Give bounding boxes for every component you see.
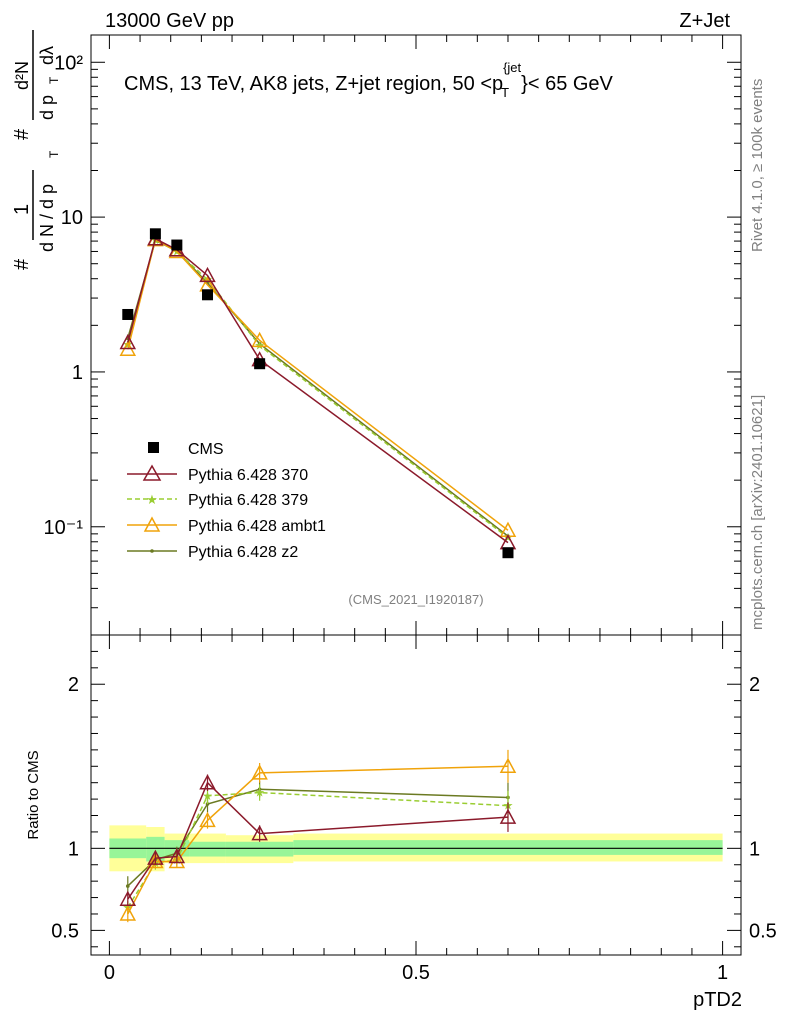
main-point-cms xyxy=(254,358,266,370)
ratio-point-p379: ★ xyxy=(254,786,265,800)
ylabel-dp: d p xyxy=(37,95,57,120)
main-y-tick-label: 10² xyxy=(54,52,83,74)
main-point-p379: ★ xyxy=(503,531,514,545)
header-process: Z+Jet xyxy=(679,10,730,32)
ratio-series: ★★ ★★ ★★ xyxy=(119,749,517,923)
ylabel-one: 1 xyxy=(11,204,33,215)
x-axis-label: pTD2 xyxy=(693,989,742,1011)
ratio-y-tick-label: 0.5 xyxy=(51,920,79,942)
main-point-p379: ★ xyxy=(122,338,133,352)
ratio-axes: 0.5 0.5 1 1 2 2 0 0.5 1 xyxy=(51,635,777,984)
rivet-version: Rivet 4.1.0, ≥ 100k events xyxy=(749,79,766,252)
main-series-cms xyxy=(122,228,514,559)
legend-ambt1-marker xyxy=(143,516,161,532)
ylabel-hash2: # xyxy=(11,128,33,140)
main-point-cms xyxy=(171,239,183,251)
legend-z2-marker xyxy=(150,549,154,553)
plot-title: CMS, 13 TeV, AK8 jets, Z+jet region, 50 … xyxy=(124,60,614,100)
legend-item-ambt1: Pythia 6.428 ambt1 xyxy=(127,516,326,535)
main-axes: 10⁻¹ 1 10 10² xyxy=(44,35,741,636)
plot-title-sup: {jet xyxy=(503,60,521,75)
ratio-point-ambt1 xyxy=(199,811,216,828)
ratio-point-ambt1 xyxy=(168,852,186,869)
ratio-series-p370 xyxy=(119,774,517,906)
main-point-cms xyxy=(149,228,161,240)
plot-title-sub: T xyxy=(501,85,509,100)
ratio-point-z2 xyxy=(125,884,130,888)
main-point-cms xyxy=(202,289,214,301)
ratio-y-tick-label-right: 1 xyxy=(749,838,760,860)
ratio-point-p370 xyxy=(199,774,216,790)
header-energy: 13000 GeV pp xyxy=(105,10,234,32)
main-point-p370 xyxy=(199,266,216,283)
legend-cms-label: CMS xyxy=(188,441,224,458)
x-tick-label: 1 xyxy=(717,962,728,984)
legend-cms-marker xyxy=(148,442,159,453)
ylabel-dlambda: dλ xyxy=(37,46,57,65)
main-point-p370 xyxy=(119,333,137,350)
main-y-tick-label: 10 xyxy=(61,207,83,229)
plot-title-tail: }< 65 GeV xyxy=(521,73,613,95)
legend-item-379: ★ Pythia 6.428 379 xyxy=(127,492,308,509)
ratio-line-ambt1 xyxy=(127,765,509,915)
main-point-p379: ★ xyxy=(254,339,265,353)
main-point-ambt1 xyxy=(251,331,268,348)
ratio-point-p370 xyxy=(119,890,137,906)
ylabel-denominator-sub: T xyxy=(47,150,61,158)
ratio-y-tick-label-right: 0.5 xyxy=(749,920,777,942)
main-series: ★★★★★★ xyxy=(119,228,517,559)
band-inner-segment xyxy=(225,841,294,857)
main-point-p379: ★ xyxy=(202,273,213,287)
legend-370-marker xyxy=(142,464,162,481)
main-series-ambt1 xyxy=(119,231,517,537)
main-line-z2 xyxy=(127,239,509,537)
legend-370-label: Pythia 6.428 370 xyxy=(188,467,308,484)
main-line-p370 xyxy=(127,237,509,544)
ratio-uncertainty-band xyxy=(109,825,723,872)
plot-title-main: CMS, 13 TeV, AK8 jets, Z+jet region, 50 … xyxy=(124,73,503,95)
ratio-point-p370 xyxy=(147,849,164,865)
band-inner-segment xyxy=(146,836,165,862)
ratio-point-p379: ★ xyxy=(202,789,213,803)
ratio-line-p370 xyxy=(127,781,509,900)
main-y-tick-label: 1 xyxy=(72,362,83,384)
ylabel-numerator: d²N xyxy=(12,61,32,90)
legend-item-z2: Pythia 6.428 z2 xyxy=(127,544,298,561)
band-inner-segment xyxy=(293,840,723,855)
legend-item-cms: CMS xyxy=(148,441,224,458)
ratio-y-tick-label: 1 xyxy=(68,838,79,860)
ratio-point-p370 xyxy=(251,824,268,841)
ratio-point-ambt1 xyxy=(147,852,164,869)
main-point-cms xyxy=(122,308,134,320)
ratio-y-tick-label-right: 2 xyxy=(749,674,760,696)
ratio-y-axis-label: Ratio to CMS xyxy=(25,750,42,839)
legend-item-370: Pythia 6.428 370 xyxy=(127,464,308,484)
ylabel-hash: # xyxy=(11,258,33,270)
legend-379-label: Pythia 6.428 379 xyxy=(188,492,308,509)
main-y-axis-label: # 1 d N / d p T # d²N d p T dλ xyxy=(11,30,61,270)
ratio-point-ambt1 xyxy=(499,757,517,774)
ratio-point-p370 xyxy=(168,847,186,864)
main-line-ambt1 xyxy=(127,238,509,531)
legend: CMS Pythia 6.428 370 ★ Pythia 6.428 379 … xyxy=(127,441,326,561)
main-point-cms xyxy=(502,547,514,559)
legend-z2-label: Pythia 6.428 z2 xyxy=(188,544,298,561)
ratio-point-ambt1 xyxy=(119,905,137,921)
legend-ambt1-label: Pythia 6.428 ambt1 xyxy=(188,518,326,535)
mcplots-reference: mcplots.cern.ch [arXiv:2401.10621] xyxy=(749,395,766,630)
main-series-z2 xyxy=(125,238,510,538)
ratio-point-ambt1 xyxy=(251,764,268,780)
x-tick-label: 0 xyxy=(104,962,115,984)
ratio-y-tick-label: 2 xyxy=(68,674,79,696)
ratio-point-p370 xyxy=(499,808,517,824)
ylabel-denominator: d N / d p xyxy=(37,184,57,252)
legend-379-marker: ★ xyxy=(146,492,158,507)
x-tick-label: 0.5 xyxy=(402,962,430,984)
band-inner-segment xyxy=(189,841,226,857)
main-y-tick-label: 10⁻¹ xyxy=(44,517,84,539)
main-point-ambt1 xyxy=(168,242,186,259)
analysis-watermark: (CMS_2021_I1920187) xyxy=(348,592,483,607)
ylabel-dp-sub: T xyxy=(47,76,61,84)
